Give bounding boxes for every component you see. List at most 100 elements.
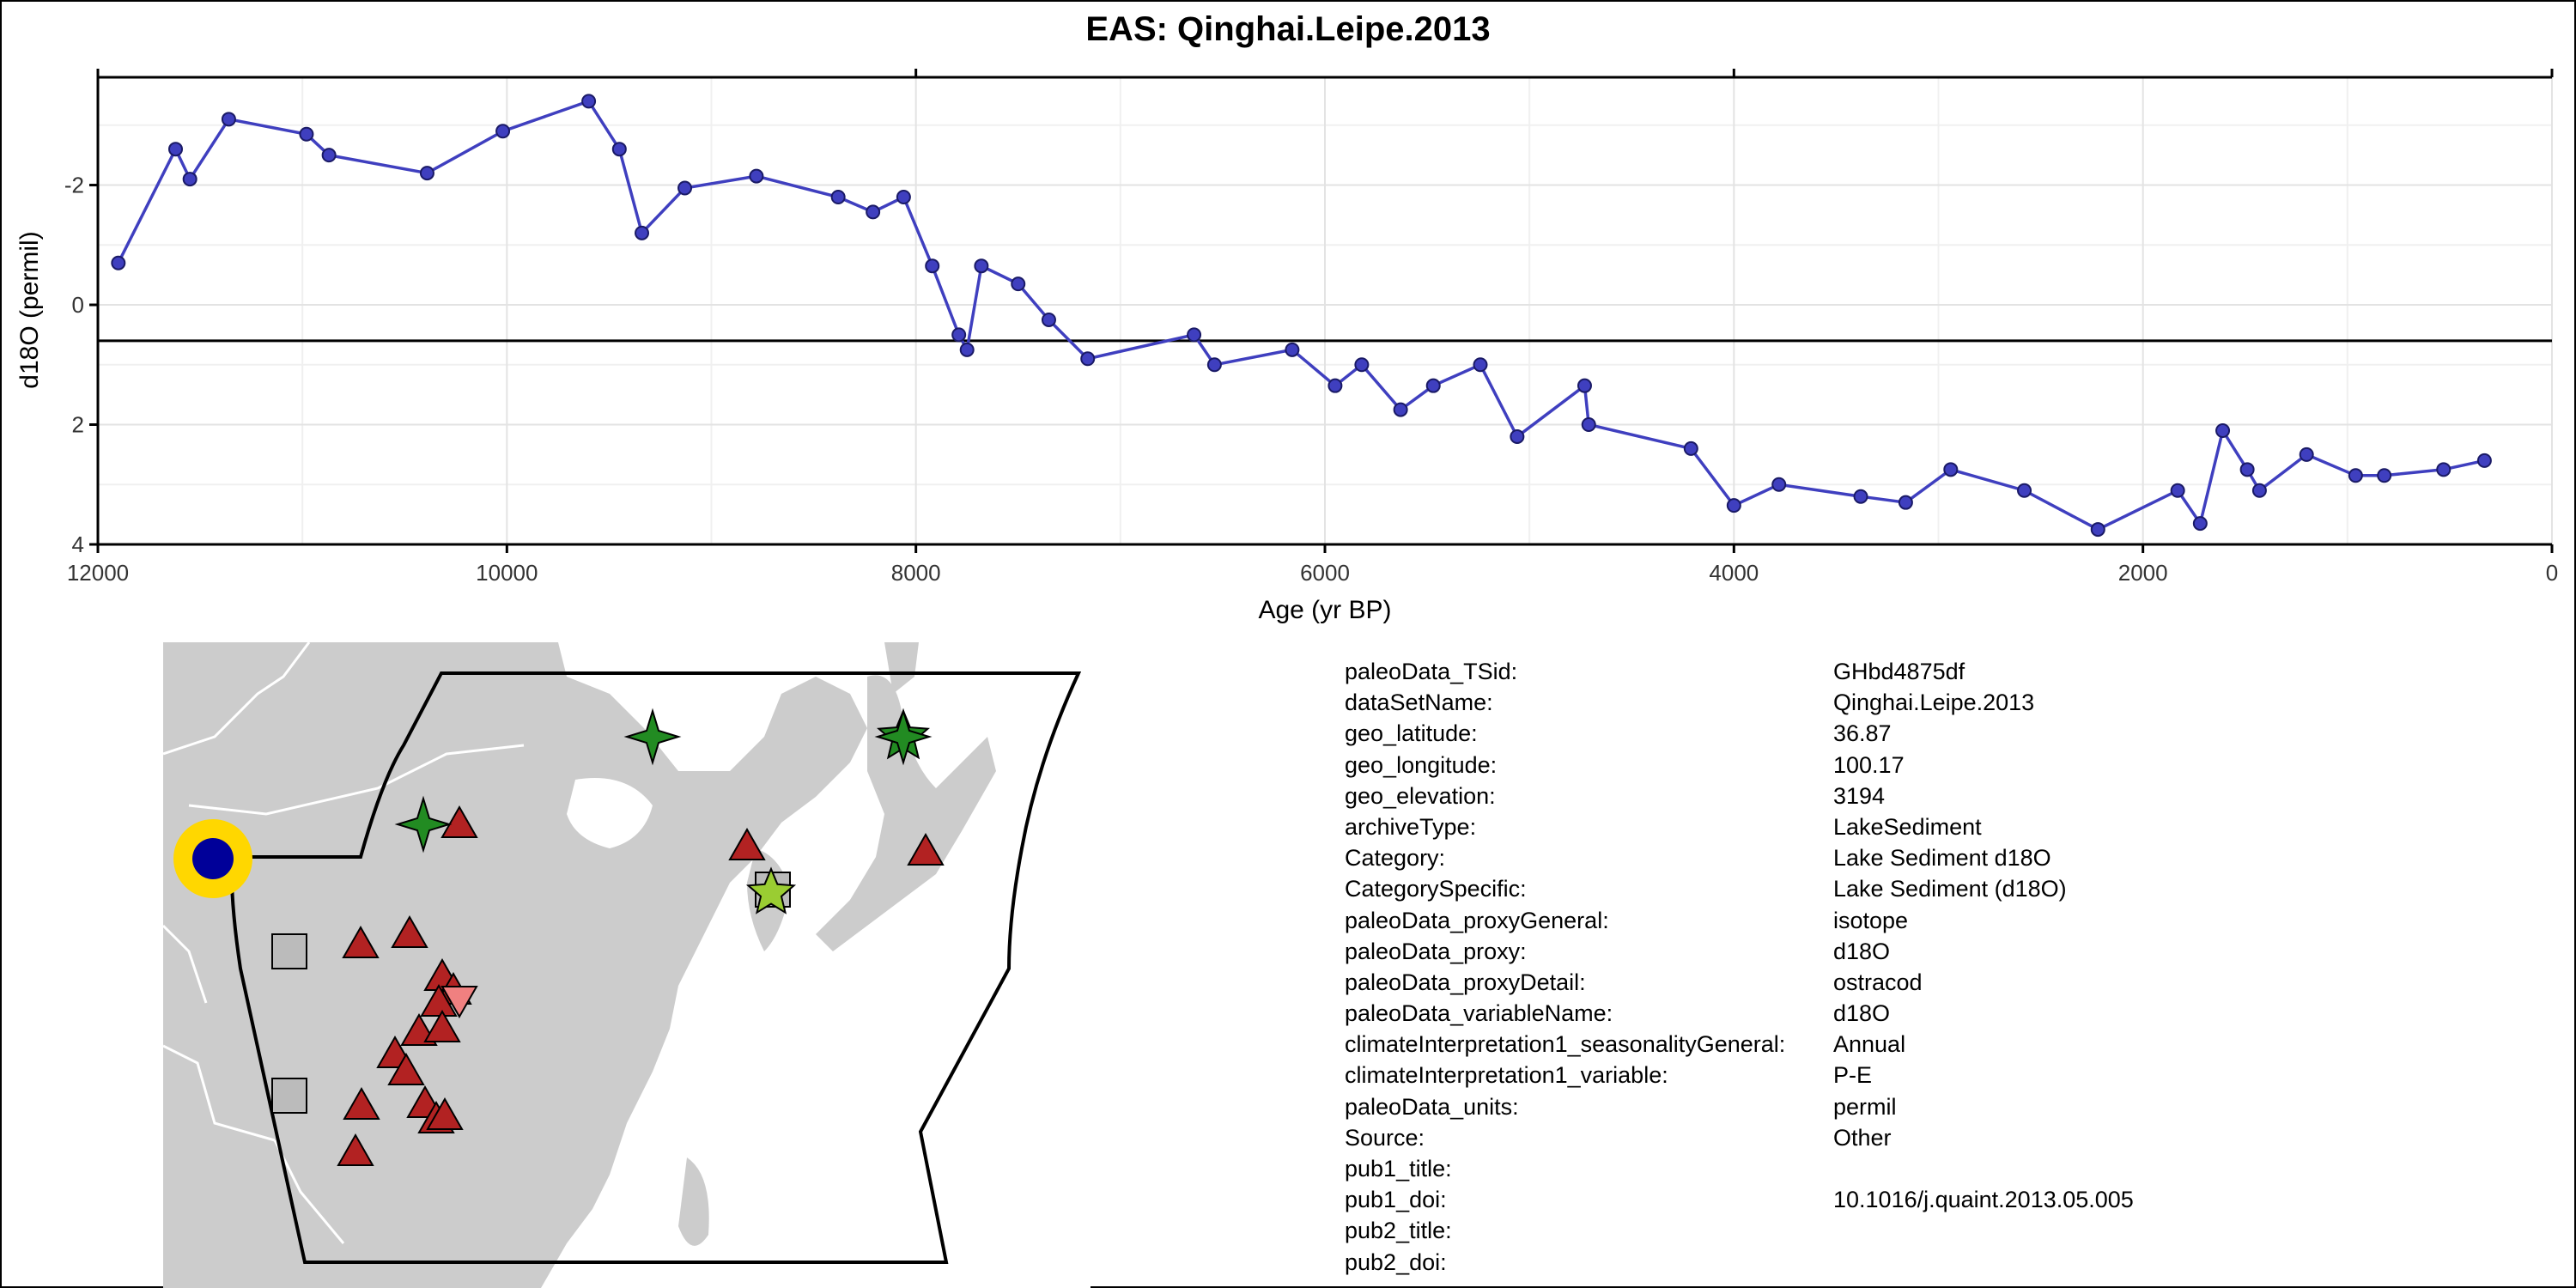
- data-point: [1041, 312, 1056, 327]
- data-point: [959, 342, 975, 357]
- data-point: [1425, 378, 1441, 393]
- y-tick-label: 4: [72, 532, 84, 557]
- speleothem-site-marker: [623, 708, 682, 766]
- metadata-row: geo_longitude: 100.17: [1345, 750, 2134, 781]
- metadata-key: paleoData_proxy:: [1345, 938, 1527, 964]
- metadata-row: geo_latitude: 36.87: [1345, 718, 2134, 749]
- data-point: [2348, 468, 2363, 483]
- speleothem-site-marker: [874, 708, 933, 766]
- metadata-key: paleoData_proxyGeneral:: [1345, 907, 1609, 933]
- metadata-key: Category:: [1345, 845, 1446, 872]
- metadata-row: paleoData_proxyDetail: ostracod: [1345, 967, 2134, 998]
- metadata-row: CategorySpecific: Lake Sediment (d18O): [1345, 873, 2134, 904]
- metadata-row: paleoData_proxy: d18O: [1345, 936, 2134, 967]
- metadata-key: Source:: [1345, 1124, 1425, 1151]
- data-point: [1510, 428, 1525, 444]
- data-point: [2090, 522, 2105, 538]
- data-point: [635, 225, 650, 240]
- metadata-row: dataSetName: Qinghai.Leipe.2013: [1345, 687, 2134, 718]
- data-point: [419, 166, 434, 181]
- data-point: [2299, 447, 2314, 462]
- plot-series: [98, 94, 2552, 538]
- metadata-key: geo_elevation:: [1345, 782, 1496, 809]
- metadata-value: 3194: [1833, 782, 1886, 809]
- metadata-row: Category: Lake Sediment d18O: [1345, 842, 2134, 873]
- data-point: [1581, 417, 1596, 433]
- x-tick-label: 12000: [67, 560, 129, 586]
- data-point: [2017, 483, 2032, 498]
- metadata-value: 36.87: [1833, 720, 1892, 747]
- metadata-row: archiveType: LakeSediment: [1345, 811, 2134, 842]
- metadata-row: paleoData_TSid: GHbd4875df: [1345, 656, 2134, 687]
- data-point: [2436, 462, 2451, 477]
- x-tick-label: 2000: [2118, 560, 2168, 586]
- metadata-value: permil: [1833, 1093, 1897, 1120]
- data-point: [321, 148, 337, 163]
- data-point: [1726, 498, 1741, 513]
- metadata-key: geo_longitude:: [1345, 751, 1498, 778]
- metadata-row: Source: Other: [1345, 1122, 2134, 1153]
- metadata-key: archiveType:: [1345, 813, 1477, 840]
- metadata-key: geo_latitude:: [1345, 720, 1478, 747]
- y-tick-label: -2: [64, 173, 84, 198]
- metadata-key: paleoData_TSid:: [1345, 659, 1518, 684]
- metadata-row: geo_elevation: 3194: [1345, 781, 2134, 811]
- data-point: [221, 112, 236, 127]
- region-outline: [229, 671, 1082, 1264]
- data-point: [2476, 453, 2492, 468]
- data-point: [896, 189, 911, 204]
- lake-site-marker: [391, 914, 428, 948]
- data-point: [1187, 327, 1202, 343]
- metadata-row: paleoData_units: permil: [1345, 1091, 2134, 1122]
- lake-site-marker: [907, 832, 945, 866]
- y-axis-label: d18O (permil): [15, 231, 44, 388]
- metadata-value: Annual: [1833, 1031, 1906, 1058]
- metadata-row: paleoData_variableName: d18O: [1345, 998, 2134, 1029]
- data-point: [2377, 468, 2392, 483]
- series-line: [117, 99, 2485, 532]
- data-point: [1853, 489, 1868, 504]
- data-point: [974, 258, 989, 274]
- x-tick-label: 6000: [1300, 560, 1350, 586]
- site-markers: [173, 708, 945, 1166]
- metadata-row: climateInterpretation1_seasonalityGenera…: [1345, 1029, 2134, 1060]
- data-point: [2170, 483, 2185, 498]
- data-point: [830, 189, 846, 204]
- metadata-row: paleoData_proxyGeneral: isotope: [1345, 905, 2134, 936]
- metadata-value: 10.1016/j.quaint.2013.05.005: [1833, 1187, 2134, 1213]
- data-point: [1080, 351, 1096, 367]
- data-point: [2239, 462, 2255, 477]
- data-point: [2215, 422, 2231, 438]
- metadata-value: Lake Sediment (d18O): [1833, 876, 2067, 902]
- data-point: [182, 172, 197, 187]
- chart-title: EAS: Qinghai.Leipe.2013: [1085, 10, 1491, 48]
- data-point: [1354, 357, 1370, 373]
- y-tick-label: 2: [72, 412, 84, 438]
- metadata-row: pub1_doi: 10.1016/j.quaint.2013.05.005: [1345, 1184, 2134, 1215]
- metadata-value: 100.17: [1833, 751, 1905, 778]
- data-point: [925, 258, 940, 274]
- metadata-row: climateInterpretation1_variable: P-E: [1345, 1060, 2134, 1091]
- lake-site-marker: [440, 986, 478, 1019]
- lake-site-marker: [440, 805, 478, 838]
- metadata-key: pub2_title:: [1345, 1218, 1452, 1244]
- metadata-key: paleoData_units:: [1345, 1093, 1519, 1120]
- site-map: [163, 642, 1091, 1288]
- data-point: [2251, 483, 2267, 498]
- metadata-value: P-E: [1833, 1062, 1873, 1089]
- metadata-value: Qinghai.Leipe.2013: [1833, 690, 2035, 716]
- metadata-value: d18O: [1833, 1000, 1891, 1027]
- data-point: [866, 204, 881, 220]
- data-point: [1285, 342, 1300, 357]
- data-point: [1683, 440, 1698, 456]
- x-tick-label: 8000: [891, 560, 941, 586]
- speleothem-site-marker: [394, 795, 453, 854]
- data-point: [1898, 495, 1913, 510]
- plot-grid: [97, 77, 2553, 545]
- metadata-value: LakeSediment: [1833, 813, 1982, 840]
- metadata-key: pub2_doi:: [1345, 1249, 1447, 1275]
- lake-site-marker: [337, 1133, 374, 1166]
- country-borders: [163, 642, 525, 1244]
- metadata-value: ostracod: [1833, 969, 1923, 995]
- data-point: [1327, 378, 1343, 393]
